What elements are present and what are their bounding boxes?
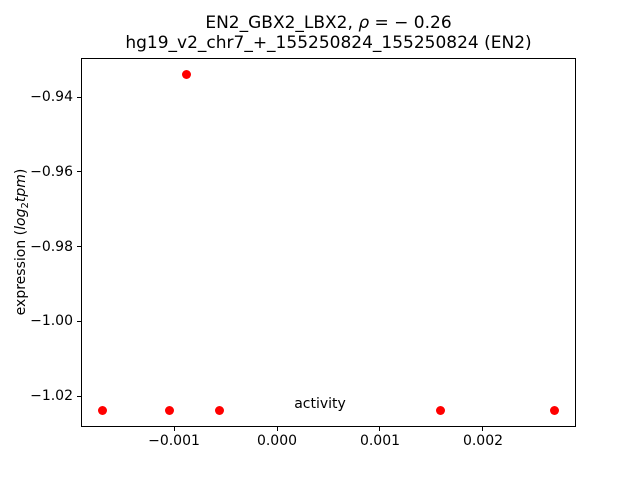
- x-tick-label: 0.002: [462, 433, 504, 449]
- y-tick: [77, 320, 81, 322]
- x-tick-label: 0.001: [359, 433, 401, 449]
- y-axis-label-tpm: tpm: [13, 174, 29, 203]
- y-tick: [77, 395, 81, 397]
- y-axis-label-log: log: [13, 208, 29, 230]
- rho-symbol: ρ: [358, 13, 370, 33]
- data-point: [436, 406, 446, 416]
- data-point: [214, 406, 224, 416]
- data-point: [549, 406, 559, 416]
- data-point: [165, 406, 175, 416]
- plot-area: [81, 58, 576, 427]
- x-tick-label: −0.001: [148, 433, 200, 449]
- title-rho-value: = − 0.26: [369, 13, 452, 33]
- y-tick-label: −1.02: [30, 388, 73, 404]
- x-tick: [276, 427, 278, 431]
- y-tick: [77, 246, 81, 247]
- y-tick: [77, 171, 81, 173]
- chart-title-line1: EN2_GBX2_LBX2, ρ = − 0.26: [81, 13, 576, 33]
- chart-title-line2: hg19_v2_chr7_+_155250824_155250824 (EN2): [125, 33, 532, 53]
- y-tick-label: −0.94: [30, 89, 73, 105]
- chart-title: EN2_GBX2_LBX2, ρ = − 0.26 hg19_v2_chr7_+…: [81, 13, 576, 53]
- x-tick: [379, 427, 381, 431]
- y-axis-label-prefix: expression (: [13, 229, 29, 316]
- y-tick-label: −0.98: [30, 238, 73, 255]
- x-tick: [173, 427, 175, 431]
- plot-overlay: −0.001 0.000 0.001 0.002 −0.94 −0.96 −0.98 −1.0…: [30, 58, 576, 449]
- y-axis-label: expression (log2tpm): [13, 169, 31, 316]
- data-point: [181, 69, 191, 79]
- y-axis-label-suffix: ): [13, 168, 29, 175]
- x-axis-label: activity: [294, 396, 346, 412]
- y-axis-label-sub: 2: [20, 202, 31, 209]
- data-point: [98, 406, 108, 416]
- y-tick: [77, 96, 81, 98]
- x-tick: [482, 427, 484, 431]
- y-tick-label: −0.96: [30, 163, 73, 180]
- y-tick-label: −1.00: [30, 313, 73, 330]
- x-tick-label: 0.000: [256, 433, 298, 449]
- title-gene-set: EN2_GBX2_LBX2,: [205, 13, 359, 33]
